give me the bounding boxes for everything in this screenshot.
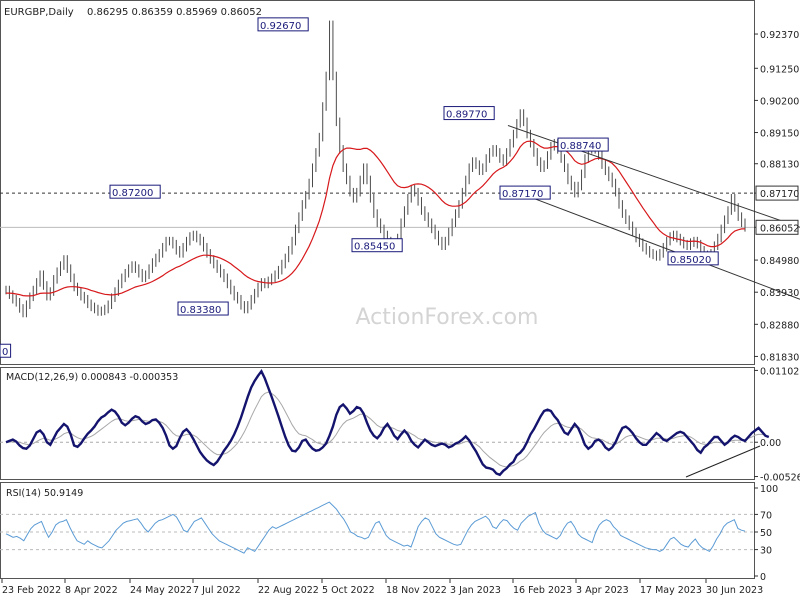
price-axis-label: 0.88130 bbox=[760, 160, 799, 171]
price-label: 0 bbox=[2, 347, 8, 358]
price-label: 0.89770 bbox=[446, 110, 487, 121]
date-axis-label: 3 Jan 2023 bbox=[450, 585, 501, 596]
date-axis-label: 7 Jul 2022 bbox=[193, 585, 241, 596]
price-label-box bbox=[351, 238, 403, 253]
macd-panel-frame bbox=[0, 367, 755, 480]
price-label: 0.83380 bbox=[180, 305, 221, 316]
rsi-axis-label: 70 bbox=[760, 510, 772, 521]
date-axis-label: 8 Apr 2022 bbox=[65, 585, 118, 596]
macd-axis-label: -0.005267 bbox=[760, 473, 800, 484]
price-label-box bbox=[177, 301, 229, 316]
price-label: 0.87170 bbox=[502, 189, 543, 200]
chart-symbol: EURGBP,Daily bbox=[4, 7, 74, 18]
price-axis-label: 0.87170 bbox=[760, 189, 799, 200]
price-label-box bbox=[109, 184, 161, 199]
rsi-axis-label: 50 bbox=[760, 528, 772, 539]
macd-title: MACD(12,26,9) 0.000843 -0.000353 bbox=[6, 372, 178, 383]
price-axis-label: 0.90200 bbox=[760, 96, 799, 107]
macd-line bbox=[5, 369, 770, 477]
rsi-axis-label: 30 bbox=[760, 546, 772, 557]
price-label-box bbox=[499, 185, 551, 200]
price-axis-label: 0.82880 bbox=[760, 320, 799, 331]
rsi-axis-label: 100 bbox=[760, 484, 778, 495]
channel-lower-line bbox=[519, 192, 800, 300]
date-axis-label: 30 Jun 2023 bbox=[706, 585, 763, 596]
date-axis-label: 3 Apr 2023 bbox=[576, 585, 629, 596]
date-axis-label: 18 Nov 2022 bbox=[386, 585, 447, 596]
current-price-box bbox=[755, 219, 799, 235]
price-label: 0.92670 bbox=[260, 21, 301, 32]
price-panel: 0.92670 0.89770 0.88740 0.87200 0.87170 0.854… bbox=[0, 17, 800, 363]
price-label-box bbox=[0, 343, 12, 358]
channel-upper-line bbox=[507, 125, 800, 228]
chart-ohlc: 0.86295 0.86359 0.85969 0.86052 bbox=[87, 7, 262, 18]
date-axis-label: 24 May 2022 bbox=[130, 585, 192, 596]
rsi-panel: RSI(14) 50.9149 100 70 50 30 0 bbox=[0, 484, 778, 583]
price-label-box bbox=[257, 17, 309, 32]
macd-trend-line bbox=[685, 445, 761, 478]
price-label-box bbox=[443, 106, 495, 121]
rsi-axis-label: 0 bbox=[760, 572, 766, 583]
date-axis-label: 17 May 2023 bbox=[640, 585, 702, 596]
date-axis-label: 23 Feb 2022 bbox=[2, 585, 61, 596]
macd-axis-label: 0.011027 bbox=[760, 366, 800, 377]
price-label: 0.88740 bbox=[560, 141, 601, 152]
macd-axis-label: 0.00 bbox=[760, 438, 781, 449]
rsi-line bbox=[5, 501, 746, 554]
macd-panel: MACD(12,26,9) 0.000843 -0.000353 0.011027… bbox=[0, 366, 800, 484]
price-label-box bbox=[667, 251, 719, 266]
date-axis-label: 5 Oct 2022 bbox=[322, 585, 375, 596]
price-axis-label: 0.91250 bbox=[760, 64, 799, 75]
price-axis-label: 0.86052 bbox=[760, 223, 799, 234]
date-axis-label: 22 Aug 2022 bbox=[258, 585, 319, 596]
x-axis: 23 Feb 2022 8 Apr 2022 24 May 2022 7 Jul 20… bbox=[1, 579, 763, 596]
price-label: 0.87200 bbox=[112, 188, 153, 199]
date-axis-label: 16 Feb 2023 bbox=[513, 585, 572, 596]
price-label: 0.85450 bbox=[354, 242, 395, 253]
price-axis-label: 0.92370 bbox=[760, 30, 799, 41]
rsi-title: RSI(14) 50.9149 bbox=[6, 488, 83, 499]
price-axis-label: 0.81830 bbox=[760, 352, 799, 363]
price-label-box bbox=[557, 137, 609, 152]
price-axis-label: 0.89150 bbox=[760, 129, 799, 140]
current-price-box bbox=[755, 185, 799, 201]
price-label: 0.85020 bbox=[670, 255, 711, 266]
rsi-panel-frame bbox=[0, 482, 755, 579]
watermark: ActionForex.com bbox=[356, 305, 539, 330]
price-axis-label: 0.84980 bbox=[760, 256, 799, 267]
price-panel-frame bbox=[0, 0, 755, 365]
price-axis-label: 0.83930 bbox=[760, 288, 799, 299]
moving-average-line bbox=[6, 140, 745, 297]
